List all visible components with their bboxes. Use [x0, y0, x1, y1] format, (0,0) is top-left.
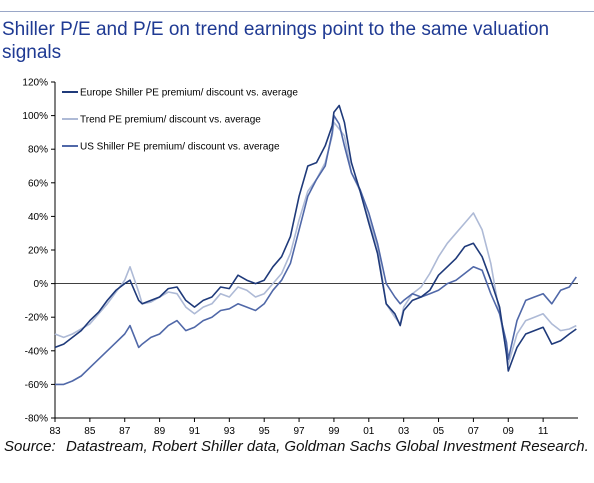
x-tick-label: 01 [363, 426, 375, 437]
legend-label-2: US Shiller PE premium/ discount vs. aver… [80, 142, 280, 153]
x-tick-label: 09 [503, 426, 515, 437]
source-note: Source: Datastream, Robert Shiller data, … [4, 437, 589, 456]
y-tick-label: -80% [25, 414, 48, 425]
x-tick-label: 91 [189, 426, 201, 437]
chart-title: Shiller P/E and P/E on trend earnings po… [2, 19, 550, 63]
x-tick-label: 03 [398, 426, 410, 437]
source-text: Datastream, Robert Shiller data, Goldman… [66, 438, 589, 455]
x-tick-label: 97 [294, 426, 306, 437]
x-tick-label: 83 [49, 426, 61, 437]
x-tick-label: 93 [224, 426, 236, 437]
y-tick-label: -40% [25, 346, 48, 357]
y-tick-label: 120% [22, 78, 48, 89]
source-label: Source: [4, 438, 56, 455]
legend-label-0: Europe Shiller PE premium/ discount vs. … [80, 88, 298, 99]
series-line-1 [54, 121, 577, 365]
x-tick-label: 87 [119, 426, 131, 437]
legend-label-1: Trend PE premium/ discount vs. average [80, 115, 261, 126]
x-tick-label: 11 [538, 426, 549, 437]
top-rule [0, 11, 594, 12]
x-tick-label: 07 [468, 426, 480, 437]
x-tick-label: 89 [154, 426, 166, 437]
x-tick-label: 95 [259, 426, 271, 437]
x-tick-label: 05 [433, 426, 445, 437]
series-line-0 [54, 104, 577, 372]
y-tick-label: 80% [28, 145, 48, 156]
series-line-2 [55, 114, 577, 386]
y-tick-label: -60% [25, 380, 48, 391]
y-tick-label: 40% [28, 212, 48, 223]
y-tick-label: 100% [22, 111, 48, 122]
y-tick-label: 0% [34, 279, 49, 290]
y-tick-label: 20% [28, 246, 48, 257]
x-tick-label: 99 [328, 426, 340, 437]
y-tick-label: 60% [28, 178, 48, 189]
x-tick-label: 85 [84, 426, 96, 437]
y-tick-label: -20% [25, 313, 48, 324]
